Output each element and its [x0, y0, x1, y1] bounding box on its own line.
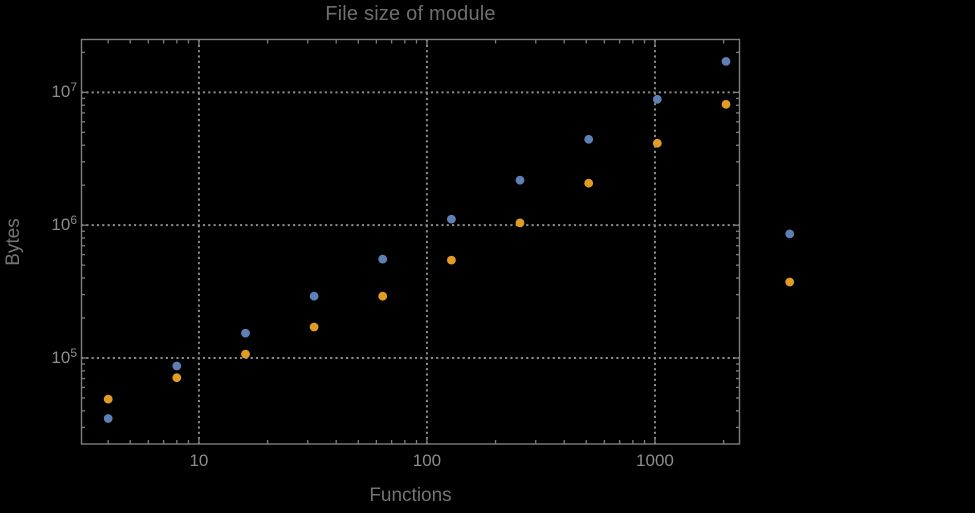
x-tick-label: 10 [189, 451, 209, 470]
y-tick-label: 106 [51, 213, 77, 235]
data-point-series-1-blue [103, 414, 113, 423]
data-point-series-2-orange [785, 277, 795, 287]
data-point-series-2-orange [584, 178, 594, 188]
plot-frame [80, 38, 741, 445]
x-axis-label: Functions [369, 485, 452, 506]
data-point-series-1-blue [652, 94, 662, 104]
data-point-series-1-blue [241, 328, 250, 338]
data-point-series-1-blue [515, 175, 525, 185]
data-point-series-1-blue [378, 254, 388, 264]
data-point-series-1-blue [309, 291, 319, 301]
x-tick-label: 100 [412, 451, 442, 470]
data-point-series-1-blue [172, 361, 182, 371]
data-point-series-2-orange [515, 218, 525, 228]
y-tick-label: 107 [51, 80, 77, 102]
data-point-series-1-blue [447, 214, 456, 224]
data-point-series-2-orange [309, 322, 319, 332]
data-point-series-1-blue [584, 134, 594, 144]
data-point-series-2-orange [721, 99, 731, 109]
data-point-series-2-orange [652, 138, 662, 148]
y-tick-label: 105 [51, 345, 77, 367]
data-point-series-2-orange [172, 373, 182, 383]
data-point-series-1-blue [721, 57, 731, 66]
data-point-series-2-orange [103, 394, 113, 404]
x-tick-label: 1000 [636, 451, 674, 470]
data-point-series-1-blue [785, 229, 795, 239]
data-point-series-2-orange [241, 349, 250, 359]
data-point-series-2-orange [447, 255, 456, 265]
data-point-series-2-orange [378, 291, 388, 301]
chart-title: File size of module [325, 3, 496, 25]
